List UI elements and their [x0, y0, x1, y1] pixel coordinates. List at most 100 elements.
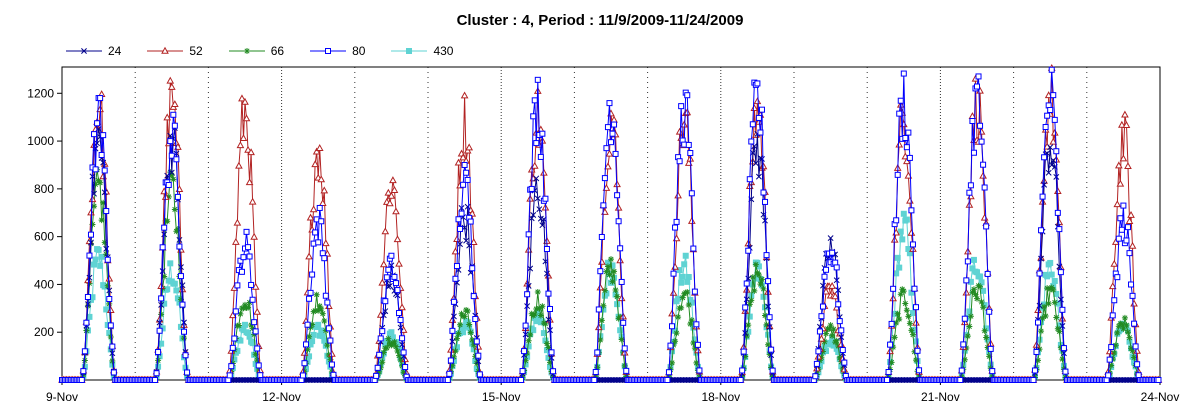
data-point	[78, 377, 85, 383]
data-point	[621, 362, 628, 369]
data-point	[611, 121, 618, 128]
data-point	[763, 252, 770, 259]
data-point	[323, 249, 332, 257]
data-point	[228, 363, 235, 370]
data-point	[601, 287, 608, 294]
data-point	[453, 235, 461, 243]
data-point	[762, 312, 769, 319]
data-point	[984, 270, 991, 277]
data-point	[1048, 284, 1055, 291]
data-point	[1054, 209, 1061, 216]
data-point	[450, 298, 457, 305]
data-point	[832, 259, 839, 266]
data-point	[1112, 342, 1119, 349]
data-point	[669, 359, 675, 366]
data-point	[900, 288, 907, 295]
data-point	[1128, 281, 1135, 288]
data-point	[1132, 343, 1139, 350]
data-point	[1110, 259, 1119, 267]
data-point	[769, 367, 776, 374]
data-point	[1041, 303, 1048, 310]
data-point	[1047, 259, 1054, 266]
data-point	[1051, 116, 1058, 123]
data-point	[109, 357, 116, 364]
data-point	[530, 327, 537, 334]
chart-title: Cluster : 4, Period : 11/9/2009-11/24/20…	[456, 12, 744, 29]
data-point	[173, 228, 180, 235]
data-point	[600, 302, 607, 309]
data-point	[979, 171, 987, 179]
data-point	[547, 359, 553, 366]
data-point	[374, 364, 381, 371]
data-point	[390, 186, 399, 193]
data-point	[1031, 367, 1038, 374]
data-point	[1036, 346, 1043, 353]
data-point	[174, 226, 181, 233]
data-point	[246, 299, 253, 306]
legend-marker	[325, 48, 332, 54]
data-point	[762, 198, 769, 205]
data-point	[381, 227, 390, 235]
data-point	[309, 271, 316, 278]
data-point	[909, 310, 916, 317]
data-point	[402, 364, 409, 371]
data-point	[545, 344, 552, 351]
data-point	[684, 278, 691, 285]
data-point	[318, 218, 325, 225]
series-line-80	[62, 69, 1159, 381]
data-point	[836, 354, 843, 361]
data-point	[1030, 377, 1037, 383]
data-point	[453, 263, 460, 270]
data-point	[449, 362, 456, 369]
data-point	[598, 317, 605, 324]
data-point	[457, 225, 464, 232]
data-point	[745, 247, 752, 254]
data-point	[548, 349, 555, 356]
data-point	[1038, 328, 1045, 335]
data-point	[534, 288, 541, 295]
data-point	[966, 308, 973, 315]
data-point	[380, 312, 387, 319]
data-point	[379, 260, 388, 268]
data-point	[818, 313, 825, 320]
data-point	[469, 336, 476, 343]
data-point	[1036, 302, 1043, 309]
data-point	[325, 352, 332, 359]
data-point	[614, 203, 623, 211]
data-point	[457, 241, 463, 248]
y-tick-label: 200	[34, 325, 54, 339]
data-point	[617, 313, 624, 320]
data-point	[913, 357, 919, 364]
data-point	[394, 287, 401, 294]
data-point	[603, 145, 610, 152]
data-point	[694, 341, 701, 348]
data-point	[304, 321, 311, 328]
data-point	[963, 344, 970, 351]
data-point	[181, 328, 187, 335]
data-point	[1126, 250, 1133, 257]
y-tick-label: 1000	[27, 134, 54, 148]
data-point	[665, 369, 672, 376]
data-point	[966, 189, 973, 196]
data-point	[1053, 148, 1060, 155]
data-point	[152, 377, 159, 383]
data-point	[446, 370, 453, 377]
data-point	[769, 373, 776, 380]
data-point	[680, 120, 689, 128]
data-point	[766, 351, 773, 358]
data-point	[682, 252, 689, 259]
data-point	[245, 178, 254, 186]
data-point	[388, 252, 395, 259]
data-point	[252, 328, 259, 335]
legend-swatch	[391, 48, 428, 54]
data-point	[542, 320, 549, 327]
data-point	[675, 127, 684, 135]
data-point	[167, 169, 174, 176]
data-point	[539, 130, 546, 137]
x-tick-label: 12-Nov	[262, 390, 301, 404]
data-point	[89, 221, 96, 228]
data-point	[182, 352, 189, 359]
data-point	[176, 243, 183, 250]
data-point	[97, 262, 104, 269]
data-point	[1155, 377, 1162, 383]
